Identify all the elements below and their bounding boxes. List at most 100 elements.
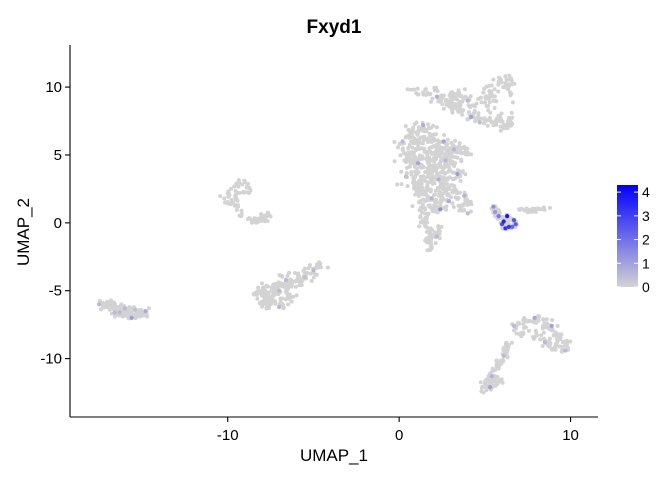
cell-point	[491, 123, 496, 128]
cell-point	[126, 310, 131, 315]
cell-point	[256, 285, 261, 290]
cell-point	[311, 275, 316, 280]
cell-point	[409, 170, 414, 175]
cell-point	[121, 314, 126, 319]
cell-point	[432, 204, 437, 209]
cell-point	[510, 121, 515, 126]
expressing-cell-point	[451, 147, 457, 152]
cell-point	[468, 94, 473, 99]
cell-point	[417, 141, 421, 146]
cell-point	[447, 193, 451, 198]
cell-point	[433, 209, 438, 214]
cell-point	[428, 248, 432, 252]
x-axis-title: UMAP_1	[300, 446, 368, 465]
cell-point	[299, 279, 304, 284]
cell-point	[483, 118, 487, 123]
cell-point	[439, 181, 444, 186]
cell-point	[479, 389, 484, 394]
cell-point	[509, 110, 514, 115]
cell-point	[417, 137, 421, 141]
cell-point	[522, 318, 527, 323]
cell-point	[488, 91, 492, 96]
cell-point	[451, 205, 456, 209]
expressing-cell-point	[441, 139, 446, 144]
cell-point	[568, 339, 573, 344]
cell-point	[486, 380, 491, 385]
cell-point	[411, 180, 416, 185]
expressing-cell-point	[443, 158, 448, 163]
cell-point	[565, 340, 570, 345]
cell-point	[407, 135, 412, 140]
cell-point	[229, 186, 234, 191]
cell-point	[253, 219, 258, 224]
cell-point	[427, 92, 432, 97]
cell-point	[426, 173, 431, 178]
expressing-cell-point	[112, 310, 117, 315]
expressing-cell-point	[129, 315, 134, 320]
cell-point	[484, 104, 489, 109]
expressing-cell-point	[143, 309, 148, 314]
cell-point	[141, 313, 146, 318]
cell-point	[427, 159, 432, 164]
cell-point	[458, 104, 462, 109]
cell-point	[287, 270, 291, 275]
cell-point	[445, 164, 450, 169]
cell-point	[246, 185, 251, 190]
cell-point	[496, 364, 501, 369]
cell-point	[404, 171, 409, 176]
cell-point	[444, 207, 449, 212]
expressing-cell-point	[462, 193, 467, 198]
cell-point	[425, 180, 430, 185]
cell-point	[556, 332, 561, 337]
expressing-cell-point	[511, 323, 517, 329]
cell-point	[409, 87, 414, 92]
cell-point	[450, 188, 455, 193]
cell-point	[286, 302, 290, 307]
colorbar-ticks: 0 1 2 3 4	[617, 184, 650, 295]
cell-point	[239, 214, 244, 219]
cell-point	[421, 197, 426, 202]
y-tick-label: 5	[54, 147, 62, 164]
expressing-cell-point	[505, 214, 510, 219]
cell-point	[446, 102, 451, 107]
cell-point	[469, 152, 474, 157]
cell-point	[245, 217, 250, 221]
cell-point	[465, 150, 470, 155]
cell-point	[442, 175, 446, 180]
cell-point	[420, 141, 425, 146]
cell-point	[534, 320, 539, 325]
cell-point	[411, 151, 416, 156]
cell-point	[555, 323, 560, 328]
cell-point	[424, 156, 428, 161]
cell-point	[463, 172, 468, 177]
expressing-cell-point	[400, 139, 405, 144]
expressing-cell-point	[511, 218, 517, 223]
cell-point	[503, 74, 508, 79]
cell-point	[450, 91, 455, 96]
cell-point	[521, 322, 526, 327]
cell-point	[492, 106, 497, 110]
y-axis-title: UMAP_2	[14, 198, 33, 266]
expressing-cell-point	[491, 204, 496, 209]
expressing-cell-point	[493, 209, 498, 215]
cell-point	[555, 339, 560, 344]
cell-point	[395, 182, 400, 187]
cell-point	[553, 330, 558, 335]
cell-point	[442, 133, 447, 137]
cell-point	[492, 87, 497, 92]
cell-point	[431, 137, 436, 142]
cell-point	[446, 185, 451, 190]
cell-point	[493, 118, 498, 123]
cell-point	[418, 215, 423, 220]
cell-point	[522, 325, 526, 330]
cell-point	[236, 178, 241, 183]
cell-point	[241, 189, 246, 194]
cell-point	[426, 122, 430, 127]
cell-point	[233, 197, 238, 202]
cell-point	[430, 206, 435, 211]
cell-point	[242, 180, 247, 185]
cell-point	[268, 295, 273, 300]
cell-point	[478, 95, 483, 100]
cell-point	[551, 333, 556, 338]
